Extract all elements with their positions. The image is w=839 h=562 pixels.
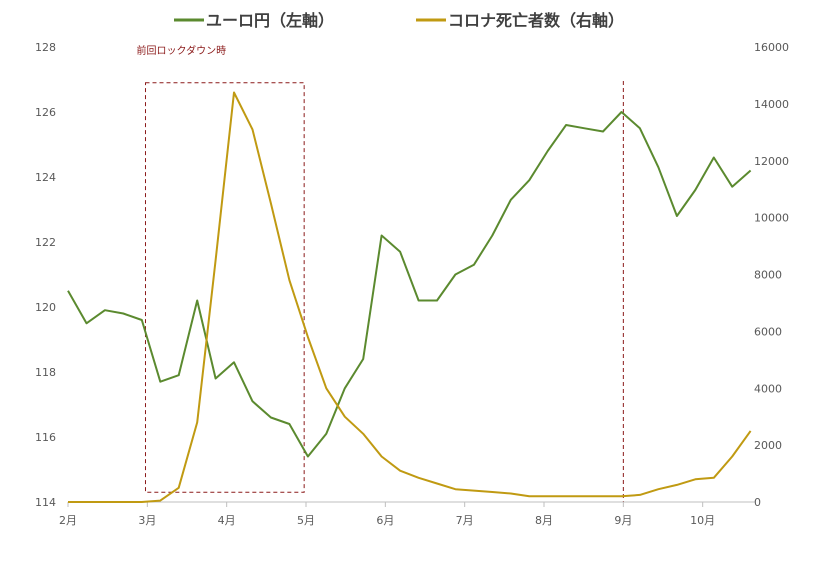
- y-right-tick-label: 10000: [754, 212, 789, 225]
- y-left-tick-label: 116: [35, 431, 56, 444]
- y-left-tick-label: 120: [35, 301, 56, 314]
- y-right-tick-label: 8000: [754, 269, 782, 282]
- y-right-tick-label: 14000: [754, 98, 789, 111]
- series-line-deaths: [68, 91, 752, 503]
- y-right-tick-label: 2000: [754, 439, 782, 452]
- x-tick-label: 10月: [690, 514, 715, 527]
- x-tick-label: 6月: [376, 514, 394, 527]
- series-group: [67, 91, 752, 503]
- x-tick-label: 7月: [456, 514, 474, 527]
- y-left-tick-label: 124: [35, 171, 56, 184]
- lockdown-annotation-label: 前回ロックダウン時: [136, 44, 226, 57]
- x-tick-label: 2月: [59, 514, 77, 527]
- y-right-tick-label: 0: [754, 496, 761, 509]
- annotations: 前回ロックダウン時: [136, 44, 624, 502]
- y-right-tick-label: 12000: [754, 155, 789, 168]
- lockdown-period-box: [144, 82, 305, 493]
- axes: 114 116 118 120 122 124 126 128 0 2000 4000 6000 800…: [35, 41, 789, 527]
- y-left-tick-label: 118: [35, 366, 56, 379]
- y-left-tick-label: 122: [35, 236, 56, 249]
- y-left-tick-label: 126: [35, 106, 56, 119]
- x-tick-label: 3月: [138, 514, 156, 527]
- x-tick-label: 5月: [297, 514, 315, 527]
- x-tick-label: 4月: [218, 514, 236, 527]
- x-tick-label: 9月: [614, 514, 632, 527]
- y-right-tick-label: 4000: [754, 382, 782, 395]
- series-line-eurjpy: [67, 111, 752, 458]
- legend: ユーロ円（左軸） コロナ死亡者数（右軸）: [174, 11, 624, 30]
- y-right-tick-label: 6000: [754, 325, 782, 338]
- y-left-tick-label: 114: [35, 496, 56, 509]
- legend-label-eurjpy: ユーロ円（左軸）: [206, 11, 334, 30]
- y-right-tick-label: 16000: [754, 41, 789, 54]
- x-tick-label: 8月: [535, 514, 553, 527]
- y-left-tick-label: 128: [35, 41, 56, 54]
- legend-label-deaths: コロナ死亡者数（右軸）: [448, 11, 624, 30]
